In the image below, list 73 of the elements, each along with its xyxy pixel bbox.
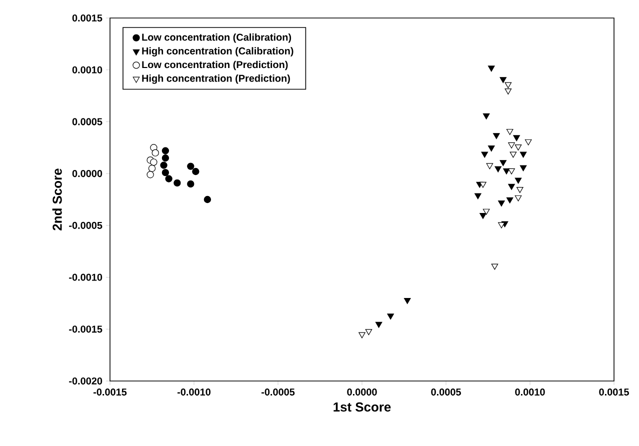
point xyxy=(494,166,502,172)
point xyxy=(514,195,522,202)
point xyxy=(504,82,512,88)
point xyxy=(165,175,172,182)
point xyxy=(187,180,194,188)
point xyxy=(520,165,527,172)
point xyxy=(508,142,515,148)
x-tick-label: -0.0015 xyxy=(93,388,127,396)
point xyxy=(152,149,159,156)
point xyxy=(508,168,515,174)
x-tick-label: -0.0005 xyxy=(262,388,295,396)
point xyxy=(187,162,194,170)
x-tick-label: 0.0015 xyxy=(599,388,629,396)
point xyxy=(513,135,520,142)
point xyxy=(514,178,522,184)
x-axis-title: 1st Score xyxy=(334,402,391,412)
point xyxy=(491,264,498,270)
point xyxy=(387,314,394,320)
point xyxy=(516,187,524,194)
point xyxy=(150,158,158,166)
point xyxy=(506,128,514,135)
point xyxy=(162,168,170,176)
point xyxy=(500,160,507,166)
point xyxy=(174,179,181,186)
legend-label: High concentration (Calibration) xyxy=(142,47,294,56)
point xyxy=(492,133,500,140)
point xyxy=(404,298,411,304)
point xyxy=(488,146,495,152)
legend-label: Low concentration (Prediction) xyxy=(142,60,288,70)
point xyxy=(520,152,527,158)
legend-label: Low concentration (Calibration) xyxy=(142,33,292,43)
point xyxy=(488,66,495,72)
point xyxy=(514,144,522,150)
y-tick-label: -0.0005 xyxy=(69,222,102,229)
point xyxy=(500,77,507,84)
point xyxy=(204,196,212,204)
y-axis-title: 2nd Score xyxy=(52,168,62,230)
point xyxy=(481,152,488,158)
point xyxy=(482,208,490,215)
point xyxy=(162,154,170,162)
point xyxy=(508,184,515,190)
y-tick-label: 0.0005 xyxy=(72,118,102,126)
point xyxy=(524,139,532,146)
point xyxy=(358,332,366,338)
x-tick-label: -0.0010 xyxy=(178,388,210,396)
point xyxy=(192,168,200,176)
x-tick-label: 0.0010 xyxy=(515,388,545,396)
point xyxy=(375,322,382,328)
y-tick-label: 0.0015 xyxy=(72,14,102,22)
y-tick-label: -0.0010 xyxy=(69,274,102,281)
point xyxy=(480,182,486,188)
point xyxy=(148,164,156,172)
legend-label: High concentration (Prediction) xyxy=(142,74,290,84)
point xyxy=(498,222,505,228)
point xyxy=(480,212,486,219)
point xyxy=(498,200,505,206)
point xyxy=(365,329,372,336)
point xyxy=(160,162,168,169)
y-tick-label: 0.0000 xyxy=(72,170,102,178)
y-tick-label: 0.0010 xyxy=(72,66,102,74)
point xyxy=(162,147,170,154)
point xyxy=(474,193,482,200)
y-tick-label: -0.0020 xyxy=(69,377,102,385)
point xyxy=(504,88,512,94)
y-tick-label: -0.0015 xyxy=(69,326,102,333)
point xyxy=(482,113,490,120)
point xyxy=(503,168,510,174)
x-tick-label: 0.0005 xyxy=(431,388,461,396)
point xyxy=(510,152,517,158)
x-tick-label: 0.0000 xyxy=(347,388,377,396)
point xyxy=(146,171,154,178)
point xyxy=(486,163,494,170)
point xyxy=(506,197,514,204)
